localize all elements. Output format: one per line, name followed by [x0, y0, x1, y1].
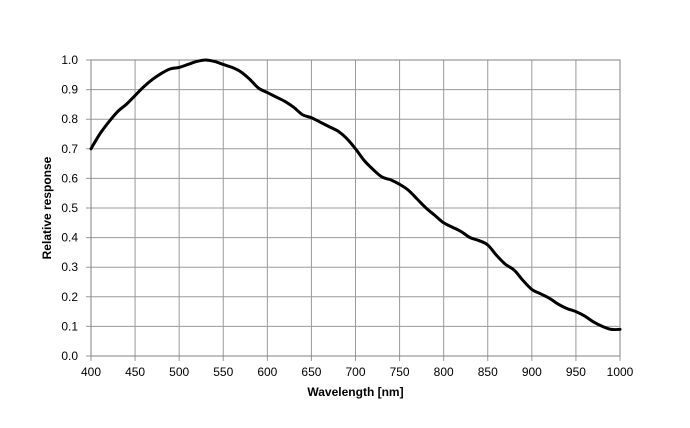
y-tick-label: 1.0	[61, 53, 78, 67]
x-tick-label: 800	[434, 365, 454, 379]
x-tick-label: 400	[81, 365, 101, 379]
x-tick-label: 600	[257, 365, 277, 379]
y-tick-label: 0.5	[61, 201, 78, 215]
x-tick-labels: 400 450 500 550 600 650 700 750 800 850 900 950 1000	[81, 365, 634, 379]
y-tick-label: 0.4	[61, 231, 78, 245]
y-tick-label: 0.7	[61, 142, 78, 156]
y-tick-label: 0.1	[61, 319, 78, 333]
plot-frame	[90, 59, 621, 357]
y-axis-title: Relative response	[40, 156, 54, 259]
x-tick-label: 550	[213, 365, 233, 379]
y-tick-label: 0.0	[61, 349, 78, 363]
x-tick-label: 850	[478, 365, 498, 379]
x-tick-label: 1000	[607, 365, 634, 379]
x-tick-label: 700	[345, 365, 365, 379]
x-tick-label: 750	[390, 365, 410, 379]
y-tick-label: 0.3	[61, 260, 78, 274]
x-tick-label: 900	[522, 365, 542, 379]
y-tick-label: 0.2	[61, 290, 78, 304]
y-tick-label: 0.9	[61, 83, 78, 97]
grid	[86, 59, 621, 361]
x-tick-label: 500	[169, 365, 189, 379]
y-tick-label: 0.6	[61, 171, 78, 185]
x-tick-label: 650	[301, 365, 321, 379]
y-tick-label: 0.8	[61, 112, 78, 126]
x-tick-label: 450	[125, 365, 145, 379]
x-axis-title: Wavelength [nm]	[307, 385, 403, 399]
x-tick-label: 950	[566, 365, 586, 379]
series-line	[89, 58, 622, 332]
y-tick-labels: 0.0 0.1 0.2 0.3 0.4 0.5 0.6 0.7 0.8 0.9 1.0	[61, 53, 78, 363]
